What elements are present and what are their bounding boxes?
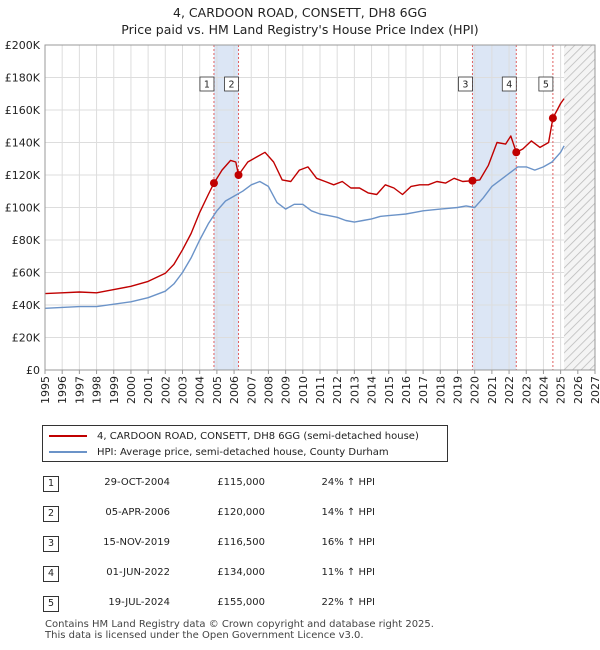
sale-label: 3 [462,80,468,91]
legend-label-hpi: HPI: Average price, semi-detached house,… [97,446,389,458]
transaction-hpi: 14% ↑ HPI [321,507,375,518]
sale-point [548,114,557,123]
x-tick-label: 1999 [108,376,121,404]
x-tick-label: 2000 [125,376,138,404]
x-tick-label: 2023 [520,376,533,404]
x-tick-label: 2005 [211,376,224,404]
sale-label-box [458,76,473,92]
legend-label-property: 4, CARDOON ROAD, CONSETT, DH8 6GG (semi-… [97,430,419,442]
sale-label: 1 [204,80,210,91]
x-tick-label: 2001 [142,376,155,404]
table-row: 4 01-JUN-2022 £134,000 11% ↑ HPI [0,560,600,590]
sale-label-box [501,76,517,92]
x-tick-label: 2014 [366,376,379,404]
footer-copyright: Contains HM Land Registry data © Crown c… [45,619,434,630]
transaction-number: 5 [43,596,59,612]
sale-label: 4 [506,80,512,91]
y-tick-label: £160K [5,104,41,117]
legend-swatch-property [49,435,87,437]
x-tick-label: 2015 [383,376,396,404]
x-tick-label: 2007 [245,376,258,404]
legend-item-property: 4, CARDOON ROAD, CONSETT, DH8 6GG (semi-… [49,429,419,443]
x-tick-label: 2009 [280,376,293,404]
x-tick-label: 2018 [434,376,447,404]
sale-point [468,176,477,185]
sale-label-box [224,76,239,92]
legend-item-hpi: HPI: Average price, semi-detached house,… [49,445,389,459]
transaction-number: 1 [43,476,59,492]
transaction-number: 3 [43,536,59,552]
transaction-price: £120,000 [217,507,265,518]
property-price-line [44,98,565,295]
transaction-number: 2 [43,506,59,522]
x-tick-label: 2025 [555,376,568,404]
sale-label: 5 [543,80,549,91]
transaction-price: £134,000 [217,567,265,578]
x-tick-label: 2002 [159,376,172,404]
x-tick-label: 2027 [589,376,600,404]
transaction-date: 19-JUL-2024 [108,597,170,608]
x-tick-label: 2004 [194,376,207,404]
sale-point [512,148,521,157]
sale-label-box [199,76,215,92]
footer-licence: This data is licensed under the Open Gov… [45,630,364,641]
x-tick-label: 2016 [400,376,413,404]
y-tick-label: £0 [26,364,40,377]
y-tick-label: £80K [12,234,41,247]
x-tick-label: 2026 [572,376,585,404]
x-tick-label: 1997 [73,376,86,404]
transaction-price: £155,000 [217,597,265,608]
y-tick-label: £20K [12,332,41,345]
y-tick-label: £100K [5,202,41,215]
x-tick-label: 2012 [331,376,344,404]
x-tick-label: 1996 [56,376,69,404]
x-tick-label: 1995 [39,376,52,404]
table-row: 5 19-JUL-2024 £155,000 22% ↑ HPI [0,590,600,620]
y-tick-label: £60K [12,267,41,280]
legend-swatch-hpi [49,451,87,453]
transaction-price: £115,000 [217,477,265,488]
sale-point [209,179,218,188]
transaction-hpi: 16% ↑ HPI [321,537,375,548]
x-tick-label: 2019 [452,376,465,404]
y-tick-label: £120K [5,169,41,182]
transaction-date: 05-APR-2006 [105,507,170,518]
chart-title: 4, CARDOON ROAD, CONSETT, DH8 6GG [173,5,427,20]
table-row: 3 15-NOV-2019 £116,500 16% ↑ HPI [0,530,600,560]
x-tick-label: 2003 [177,376,190,404]
sale-label-box [538,76,554,92]
sale-label: 2 [229,80,235,91]
forecast-hatch [564,45,595,370]
x-tick-label: 2010 [297,376,310,404]
sale-point [234,171,243,179]
x-tick-label: 2021 [486,376,499,404]
x-tick-label: 2006 [228,376,241,404]
y-tick-label: £180K [5,72,41,85]
x-tick-label: 2011 [314,376,327,404]
transaction-date: 01-JUN-2022 [106,567,170,578]
x-tick-label: 2024 [537,376,550,404]
transaction-hpi: 24% ↑ HPI [321,477,375,488]
table-row: 1 29-OCT-2004 £115,000 24% ↑ HPI [0,470,600,500]
x-tick-label: 2022 [503,376,516,404]
price-chart: 1 2 3 4 5 £0 £20K £40K £60K £80K £100K £120K £140K £… [5,39,600,404]
transaction-number: 4 [43,566,59,582]
y-tick-label: £140K [5,137,41,150]
transaction-price: £116,500 [217,537,265,548]
table-row: 2 05-APR-2006 £120,000 14% ↑ HPI [0,500,600,530]
x-tick-label: 2017 [417,376,430,404]
x-tick-label: 2013 [348,376,361,404]
transaction-hpi: 22% ↑ HPI [321,597,375,608]
chart-subtitle: Price paid vs. HM Land Registry's House … [121,22,479,37]
y-tick-label: £200K [5,39,41,52]
legend: 4, CARDOON ROAD, CONSETT, DH8 6GG (semi-… [42,425,448,462]
transaction-date: 15-NOV-2019 [103,537,170,548]
transaction-hpi: 11% ↑ HPI [321,567,375,578]
transaction-date: 29-OCT-2004 [104,477,170,488]
x-tick-label: 2008 [262,376,275,404]
y-tick-label: £40K [12,299,41,312]
x-tick-label: 1998 [91,376,104,404]
x-tick-label: 2020 [469,376,482,404]
hpi-line [44,145,565,309]
